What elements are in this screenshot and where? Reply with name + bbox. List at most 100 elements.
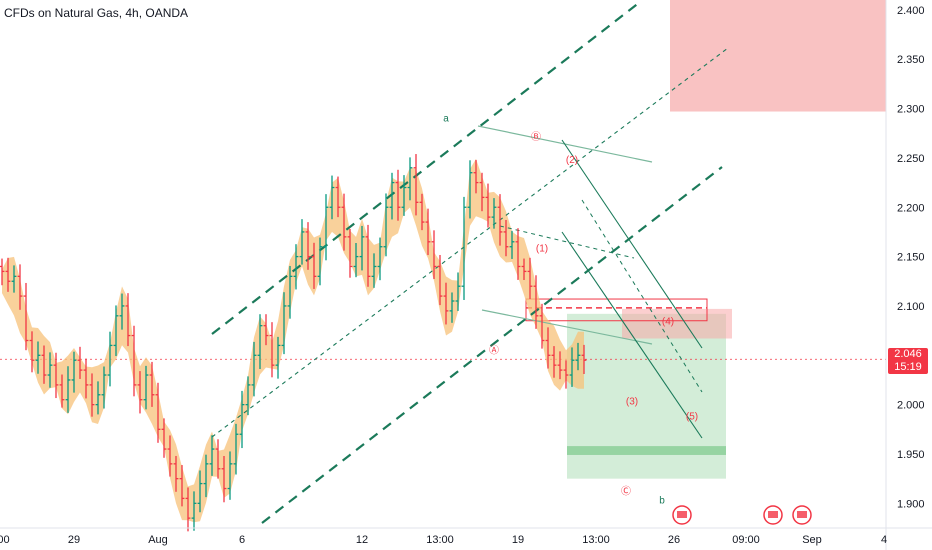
stop-loss-zone[interactable] xyxy=(670,0,886,112)
ohlc-bar xyxy=(353,242,359,278)
ohlc-bar xyxy=(53,352,59,399)
ohlc-bar xyxy=(557,351,563,380)
wave-label: b xyxy=(659,495,665,506)
ohlc-bar xyxy=(281,292,287,355)
ohlc-bar xyxy=(215,439,221,479)
ohlc-bar xyxy=(569,347,575,387)
ohlc-bar xyxy=(347,228,353,278)
ohlc-bar xyxy=(209,435,215,476)
wave-label: (3) xyxy=(626,397,638,408)
ohlc-bar xyxy=(377,237,383,281)
ohlc-bar xyxy=(575,342,581,371)
ohlc-bar xyxy=(335,176,341,218)
time-tick-label: 09:00 xyxy=(732,534,760,546)
ohlc-bar xyxy=(119,293,125,330)
ohlc-bar xyxy=(539,303,545,349)
ohlc-bar xyxy=(437,254,443,306)
last-price-value: 2.046 xyxy=(894,348,922,360)
ohlc-bar xyxy=(191,491,197,531)
ohlc-bar xyxy=(107,331,113,387)
ohlc-bar xyxy=(113,305,119,357)
ohlc-bar xyxy=(257,314,263,370)
price-tick-label: 2.000 xyxy=(897,400,925,412)
ohlc-bar xyxy=(47,352,53,388)
ohlc-bar xyxy=(65,366,71,413)
time-tick-label: Sep xyxy=(802,534,822,546)
flag-icon xyxy=(768,511,778,518)
time-tick-label: 12 xyxy=(356,534,368,546)
price-tick-label: 2.350 xyxy=(897,54,925,66)
price-tick-label: 2.400 xyxy=(897,5,925,17)
target-band xyxy=(567,446,726,455)
ohlc-bar xyxy=(143,365,149,410)
ohlc-bar xyxy=(413,154,419,216)
ohlc-bar xyxy=(383,193,389,257)
entry-band xyxy=(622,308,732,339)
price-tick-label: 2.100 xyxy=(897,301,925,313)
price-tick-label: 2.200 xyxy=(897,202,925,214)
ohlc-bar xyxy=(455,272,461,311)
ma-ribbon xyxy=(2,158,584,523)
ohlc-bar xyxy=(5,257,11,292)
resistance-box[interactable] xyxy=(525,298,708,322)
ohlc-bar xyxy=(371,253,377,288)
ohlc-bar xyxy=(497,194,503,246)
chart-title: CFDs on Natural Gas, 4h, OANDA xyxy=(4,6,189,20)
ohlc-bar xyxy=(533,275,539,329)
abc-dashed-line-1[interactable] xyxy=(499,225,635,259)
ohlc-bar xyxy=(317,237,323,286)
ohlc-bar xyxy=(581,344,587,375)
ohlc-bar xyxy=(239,390,245,449)
ohlc-bar xyxy=(449,292,455,323)
channel-upper-line[interactable] xyxy=(211,1,641,335)
ohlc-bar xyxy=(173,455,179,492)
impulse-upper-line[interactable] xyxy=(561,139,703,349)
ohlc-bar xyxy=(509,230,515,259)
price-tick-label: 1.950 xyxy=(897,449,925,461)
ohlc-bar xyxy=(35,341,41,374)
wedge-bottom-line[interactable] xyxy=(481,309,653,345)
ohlc-bar xyxy=(293,244,299,290)
ohlc-bar xyxy=(197,470,203,513)
ohlc-bar xyxy=(551,346,557,378)
economic-event-icon[interactable] xyxy=(672,505,692,525)
ohlc-bar xyxy=(41,345,47,384)
channel-median-line[interactable] xyxy=(211,47,729,438)
economic-event-icon[interactable] xyxy=(763,505,783,525)
ohlc-bar xyxy=(185,487,191,532)
wave-label: (4) xyxy=(662,317,674,328)
ohlc-bar xyxy=(251,341,257,397)
wave-label: a xyxy=(443,113,449,124)
time-tick-label: 29 xyxy=(68,534,80,546)
ohlc-bar xyxy=(401,175,407,216)
ohlc-bar xyxy=(137,371,143,414)
ohlc-bar xyxy=(275,336,281,379)
ohlc-bar xyxy=(299,219,305,265)
price-tick-label: 2.300 xyxy=(897,104,925,116)
ohlc-bar xyxy=(89,373,95,417)
ohlc-bar xyxy=(0,258,5,286)
ohlc-bar xyxy=(245,376,251,416)
channel-lower-line[interactable] xyxy=(261,166,723,524)
wave-label: Ⓒ xyxy=(621,485,631,497)
economic-event-icon[interactable] xyxy=(792,505,812,525)
ohlc-bar xyxy=(83,358,89,399)
ohlc-bar xyxy=(101,366,107,409)
impulse-lower-line[interactable] xyxy=(561,231,703,439)
ohlc-bar xyxy=(443,282,449,325)
abc-dashed-line-2[interactable] xyxy=(581,199,703,393)
bar-countdown: 15:19 xyxy=(894,361,922,373)
ohlc-bar xyxy=(155,382,161,443)
time-tick-label: 26 xyxy=(668,534,680,546)
ohlc-bar xyxy=(461,196,467,300)
ohlc-bar xyxy=(77,346,83,379)
ohlc-bar xyxy=(17,264,23,310)
ohlc-bar xyxy=(491,198,497,229)
ohlc-bar xyxy=(419,193,425,231)
last-price-badge: 2.046 15:19 xyxy=(888,348,928,374)
ohlc-bar xyxy=(23,282,29,351)
flag-icon xyxy=(797,511,807,518)
ohlc-bar xyxy=(305,222,311,270)
